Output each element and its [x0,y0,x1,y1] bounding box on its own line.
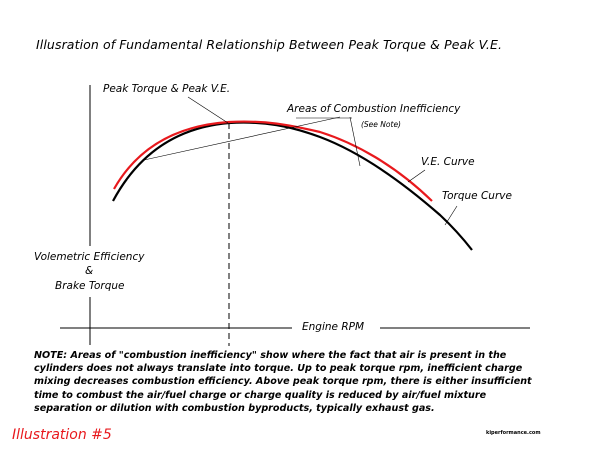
note-line: time to combust the air/fuel charge or c… [34,389,487,401]
note-line: NOTE: Areas of "combustion inefficiency"… [34,350,507,361]
note-line: cylinders does not always translate into… [34,363,523,375]
x-axis-label: Engine RPM [302,321,365,333]
ve-curve-label: V.E. Curve [421,156,475,168]
y-axis-label-line1: Volemetric Efficiency [34,251,145,263]
peak-leader [187,96,229,124]
y-axis-label-line3: Brake Torque [55,280,125,292]
torque-curve [112,121,473,251]
peak-label: Peak Torque & Peak V.E. [103,83,231,95]
ve-curve [113,120,433,202]
note-line: separation or dilution with combustion b… [34,402,435,414]
note-line: mixing decreases combustion efficiency. … [34,376,532,388]
ve-leader [407,169,426,183]
torque-leader [444,205,458,226]
areas-leader-left [143,116,341,161]
y-axis-label-line2: & [85,265,94,277]
areas-leader-mid [349,116,361,167]
illustration-number: Illustration #5 [12,427,112,443]
see-note-label: (See Note) [361,120,401,129]
note-text: NOTE: Areas of "combustion inefficiency"… [34,349,574,415]
areas-label: Areas of Combustion Inefficiency [287,103,461,115]
site-credit: kiperformance.com [486,430,541,436]
diagram-title: Illusration of Fundamental Relationship … [36,37,503,52]
torque-curve-label: Torque Curve [442,190,512,202]
